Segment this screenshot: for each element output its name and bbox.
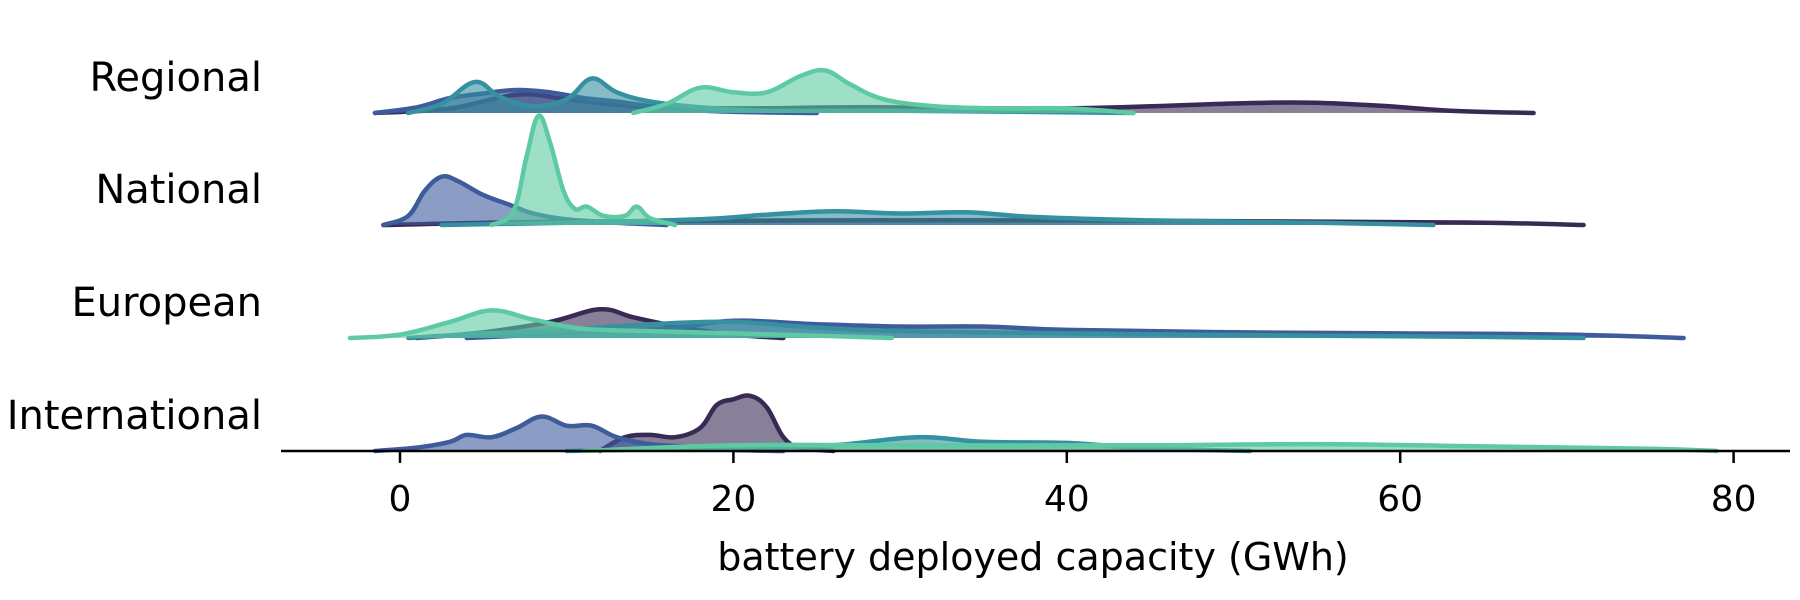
density-line-international-1 <box>597 393 836 454</box>
density-line-international-4 <box>581 441 1720 454</box>
density-area-regional-4 <box>633 70 1134 113</box>
row-label-international: International <box>7 393 262 439</box>
x-ticks: 0 20 40 60 80 <box>389 451 1757 520</box>
row-labels: Regional National European International <box>7 55 262 439</box>
density-area-regional-3 <box>408 78 1134 113</box>
ridge-row-international <box>372 393 1720 454</box>
density-line-european-4 <box>347 308 895 341</box>
row-label-national: National <box>95 167 262 213</box>
density-area-national-4 <box>491 115 676 225</box>
ridge-row-regional <box>372 67 1536 116</box>
x-axis: 0 20 40 60 80 battery deployed capacity (GWh… <box>281 449 1790 579</box>
ridges-layer <box>347 67 1720 454</box>
x-tick-label-20: 20 <box>710 479 756 520</box>
ridge-row-national <box>381 113 1586 228</box>
row-label-european: European <box>71 280 262 326</box>
x-axis-title: battery deployed capacity (GWh) <box>717 535 1349 579</box>
density-area-national-2 <box>383 176 667 225</box>
density-area-international-2 <box>375 416 784 451</box>
density-line-national-4 <box>489 113 678 228</box>
x-tick-label-60: 60 <box>1377 479 1423 520</box>
ridge-row-european <box>347 307 1686 341</box>
x-tick-label-40: 40 <box>1044 479 1090 520</box>
x-tick-label-0: 0 <box>389 479 412 520</box>
x-tick-label-80: 80 <box>1711 479 1757 520</box>
row-label-regional: Regional <box>89 55 262 101</box>
density-line-regional-4 <box>631 67 1136 116</box>
density-area-european-4 <box>350 310 892 338</box>
